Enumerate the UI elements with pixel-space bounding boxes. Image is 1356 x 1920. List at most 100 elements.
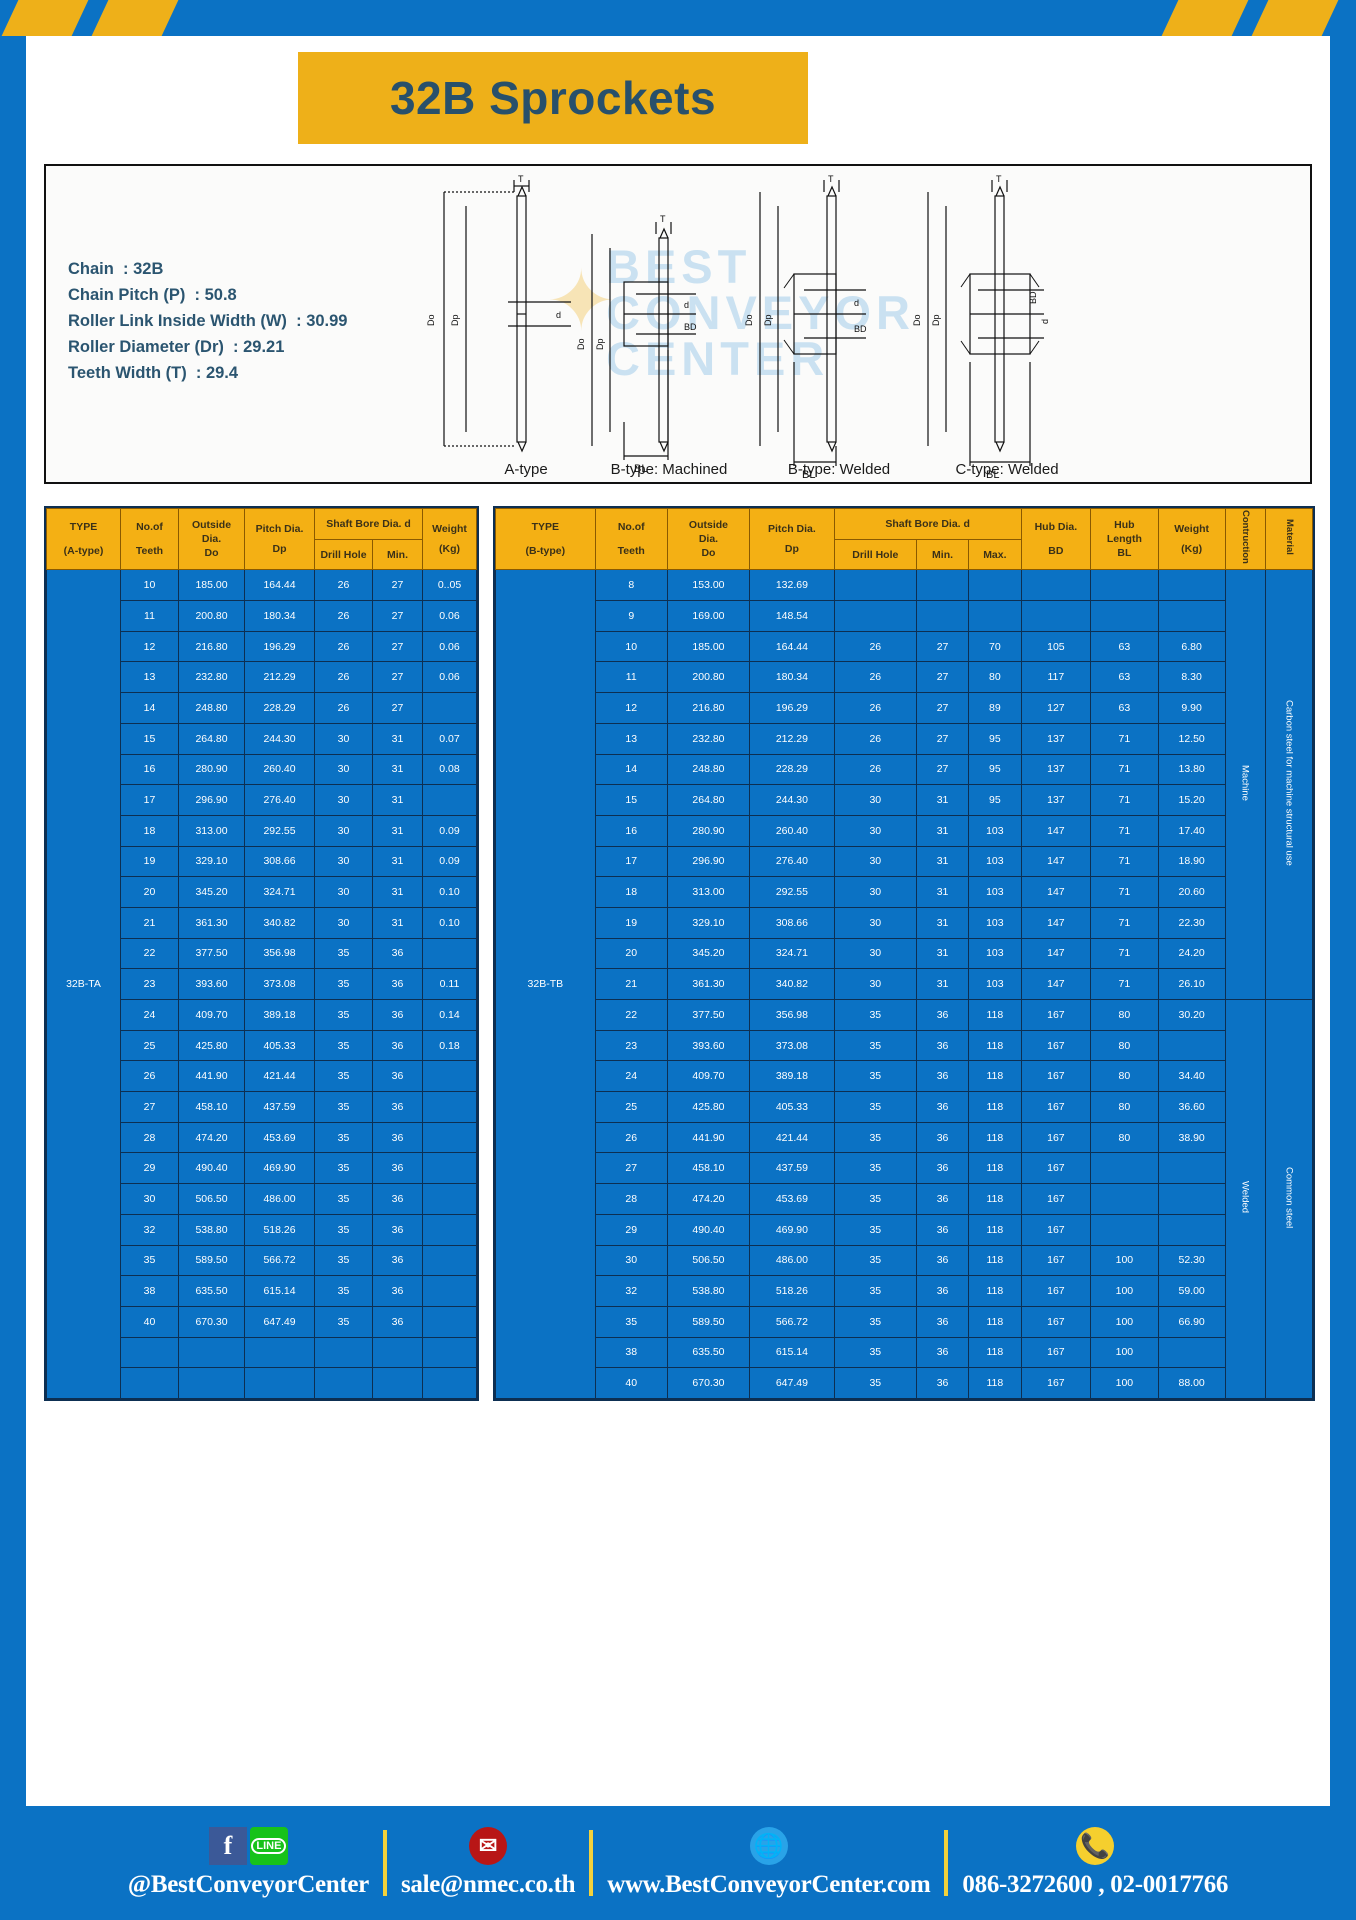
table-cell	[422, 1336, 478, 1369]
chevron-stripe	[1249, 0, 1341, 36]
svg-text:Do: Do	[576, 338, 586, 350]
table-cell	[422, 784, 478, 816]
table-cell: 17	[594, 845, 668, 878]
table-cell	[422, 1213, 478, 1246]
table-cell: 35	[833, 1060, 917, 1093]
footer-website[interactable]: 🌐 www.BestConveyorCenter.com	[593, 1827, 944, 1899]
table-cell: 31	[371, 814, 424, 847]
facebook-handle[interactable]: @BestConveyorCenter	[127, 1871, 369, 1898]
table-cell: 34.40	[1157, 1060, 1226, 1093]
table-cell: 26	[833, 753, 917, 786]
table-cell: 100	[1090, 1305, 1159, 1338]
phone-icon[interactable]: 📞	[1076, 1827, 1115, 1865]
table-cell: 30	[120, 1183, 179, 1215]
th-b-hub-dia: Hub Dia. BD	[1020, 507, 1092, 571]
table-cell: 30	[314, 722, 373, 755]
page-title: 32B Sprockets	[298, 52, 808, 144]
table-cell: 393.60	[666, 1029, 751, 1062]
table-cell: 260.40	[244, 753, 315, 786]
table-cell: 11	[594, 661, 668, 694]
website-url[interactable]: www.BestConveyorCenter.com	[607, 1871, 931, 1898]
table-cell: 22	[594, 999, 668, 1031]
table-a-type: TYPE (A-type) No.of Teeth Outside Dia. D…	[46, 507, 478, 1399]
footer-phone[interactable]: 📞 086-3272600 , 02-0017766	[948, 1827, 1242, 1899]
table-cell: 118	[968, 1121, 1022, 1154]
table-cell: 345.20	[178, 876, 245, 908]
table-row	[47, 1336, 478, 1369]
table-cell: 0.18	[422, 1029, 478, 1062]
email-address[interactable]: sale@nmec.co.th	[400, 1871, 576, 1898]
table-cell: 30	[833, 937, 917, 970]
table-cell: 80	[1090, 1091, 1159, 1123]
table-cell: 70	[968, 630, 1022, 663]
table-cell: 28	[120, 1121, 179, 1154]
footer-email[interactable]: ✉ sale@nmec.co.th	[387, 1827, 589, 1899]
table-cell: 11	[120, 600, 179, 632]
table-cell: 26	[833, 722, 917, 755]
chevron-stripe	[1159, 0, 1251, 36]
table-cell: 132.69	[749, 569, 835, 602]
email-icon[interactable]: ✉	[469, 1827, 508, 1865]
table-row: 24 409.70 389.18 35 36 0.14	[47, 999, 478, 1031]
table-cell: 30	[833, 784, 917, 816]
table-cell: 506.50	[178, 1183, 245, 1215]
table-cell: 27	[915, 753, 970, 786]
table-cell: 103	[968, 876, 1022, 908]
table-cell	[178, 1336, 245, 1369]
table-cell: 118	[968, 999, 1022, 1031]
table-cell: 260.40	[749, 814, 835, 847]
table-cell: 16	[594, 814, 668, 847]
table-cell: 35	[314, 1213, 373, 1246]
table-cell: 147	[1020, 876, 1092, 908]
table-cell	[1157, 1183, 1226, 1215]
table-cell: 167	[1020, 1091, 1092, 1123]
table-cell: 103	[968, 968, 1022, 1000]
table-cell: 0.09	[422, 814, 478, 847]
table-cell: 100	[1090, 1275, 1159, 1307]
table-cell: 313.00	[178, 814, 245, 847]
table-cell: 0.10	[422, 876, 478, 908]
th-a-min: Min.	[371, 538, 424, 571]
table-cell: 185.00	[178, 569, 245, 602]
line-icon[interactable]: LINE	[249, 1827, 288, 1865]
table-row: 22 377.50 356.98 35 36 118 167 80 30.20 Welded Com…	[496, 999, 1314, 1399]
table-cell	[1157, 1336, 1226, 1369]
svg-text:d: d	[854, 298, 859, 308]
table-cell: 27	[120, 1091, 179, 1123]
table-cell: 118	[968, 1305, 1022, 1338]
table-cell: 167	[1020, 1029, 1092, 1062]
phone-number[interactable]: 086-3272600 , 02-0017766	[962, 1871, 1229, 1898]
table-cell: 169.00	[666, 600, 751, 632]
table-cell: 670.30	[666, 1367, 751, 1399]
table-cell: 212.29	[244, 661, 315, 694]
spec-row: Chain : 32B	[68, 260, 164, 278]
table-cell: 29	[594, 1213, 668, 1246]
spec-row: Chain Pitch (P) : 50.8	[68, 286, 237, 304]
table-cell: 30	[594, 1244, 668, 1277]
table-cell: 80	[1090, 1121, 1159, 1154]
table-cell	[833, 600, 917, 632]
table-cell: 361.30	[666, 968, 751, 1000]
diagram-label-a-type: A-type	[504, 461, 548, 478]
table-cell: 0..05	[422, 569, 478, 602]
svg-text:BD: BD	[684, 322, 697, 332]
table-cell: 216.80	[666, 692, 751, 724]
spec-value: 30.99	[306, 312, 348, 330]
table-cell: 36	[915, 1336, 970, 1369]
table-cell: 30	[833, 814, 917, 847]
table-cell: 147	[1020, 906, 1092, 939]
table-cell: 25	[594, 1091, 668, 1123]
table-cell: 71	[1090, 845, 1159, 878]
footer-divider	[382, 1830, 387, 1896]
th-b-hub-length: Hub Length BL	[1090, 507, 1159, 571]
table-cell: 0.06	[422, 600, 478, 632]
table-cell	[1157, 1213, 1226, 1246]
footer-social[interactable]: f LINE @BestConveyorCenter	[114, 1827, 383, 1899]
table-cell: 405.33	[244, 1029, 315, 1062]
svg-text:T: T	[828, 174, 834, 184]
table-cell	[422, 1244, 478, 1277]
facebook-icon[interactable]: f	[208, 1827, 247, 1865]
cell-construction: Welded	[1224, 999, 1266, 1399]
globe-icon[interactable]: 🌐	[749, 1827, 788, 1865]
table-cell: 36	[371, 968, 424, 1000]
